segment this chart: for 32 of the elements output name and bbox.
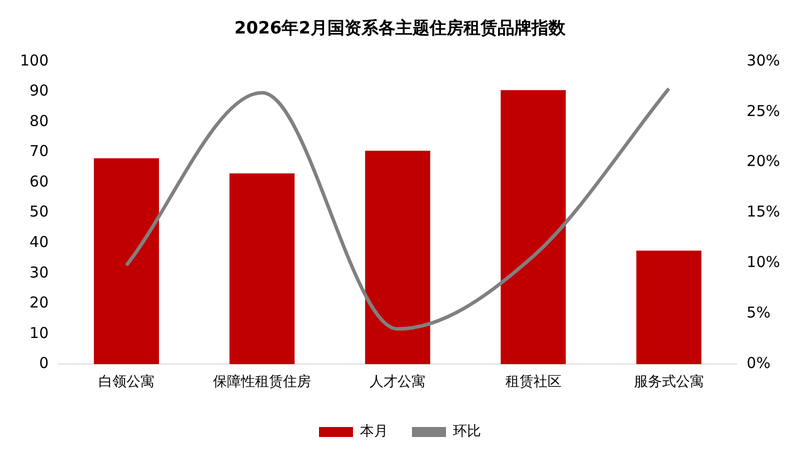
y-tick-label: 10 <box>30 324 49 342</box>
y2-tick-label: 0% <box>746 354 770 372</box>
legend-label: 本月 <box>360 424 388 440</box>
bar <box>94 158 159 364</box>
y-tick-label: 70 <box>30 142 49 160</box>
x-tick-label: 人才公寓 <box>370 374 426 390</box>
y-tick-label: 100 <box>20 51 49 70</box>
y2-tick-label: 30% <box>746 51 780 70</box>
y2-tick-label: 10% <box>746 253 780 272</box>
y2-tick-label: 5% <box>746 304 770 322</box>
x-tick-label: 保障性租赁住房 <box>213 374 312 390</box>
x-tick-label: 白领公寓 <box>98 374 154 390</box>
line-series <box>124 86 671 331</box>
legend-label: 环比 <box>453 424 481 440</box>
y-tick-label: 80 <box>30 112 49 130</box>
x-tick-label: 服务式公寓 <box>634 374 704 390</box>
bar <box>500 90 566 364</box>
bar <box>365 150 430 364</box>
y-tick-label: 40 <box>30 232 49 251</box>
y-tick-label: 50 <box>30 202 49 221</box>
y2-tick-label: 15% <box>746 202 780 221</box>
bar <box>636 250 702 364</box>
y2-tick-label: 20% <box>746 152 780 170</box>
y-tick-label: 60 <box>30 172 49 190</box>
y-tick-label: 20 <box>30 294 49 312</box>
y-tick-label: 90 <box>30 82 49 100</box>
x-tick-label: 租赁社区 <box>505 374 562 390</box>
y-tick-label: 30 <box>30 263 49 282</box>
bar <box>229 173 295 364</box>
y-tick-label: 0 <box>39 354 49 372</box>
y2-tick-label: 25% <box>746 102 780 120</box>
chart-title: 2026年2月国资系各主题住房租赁品牌指数 <box>234 18 567 39</box>
